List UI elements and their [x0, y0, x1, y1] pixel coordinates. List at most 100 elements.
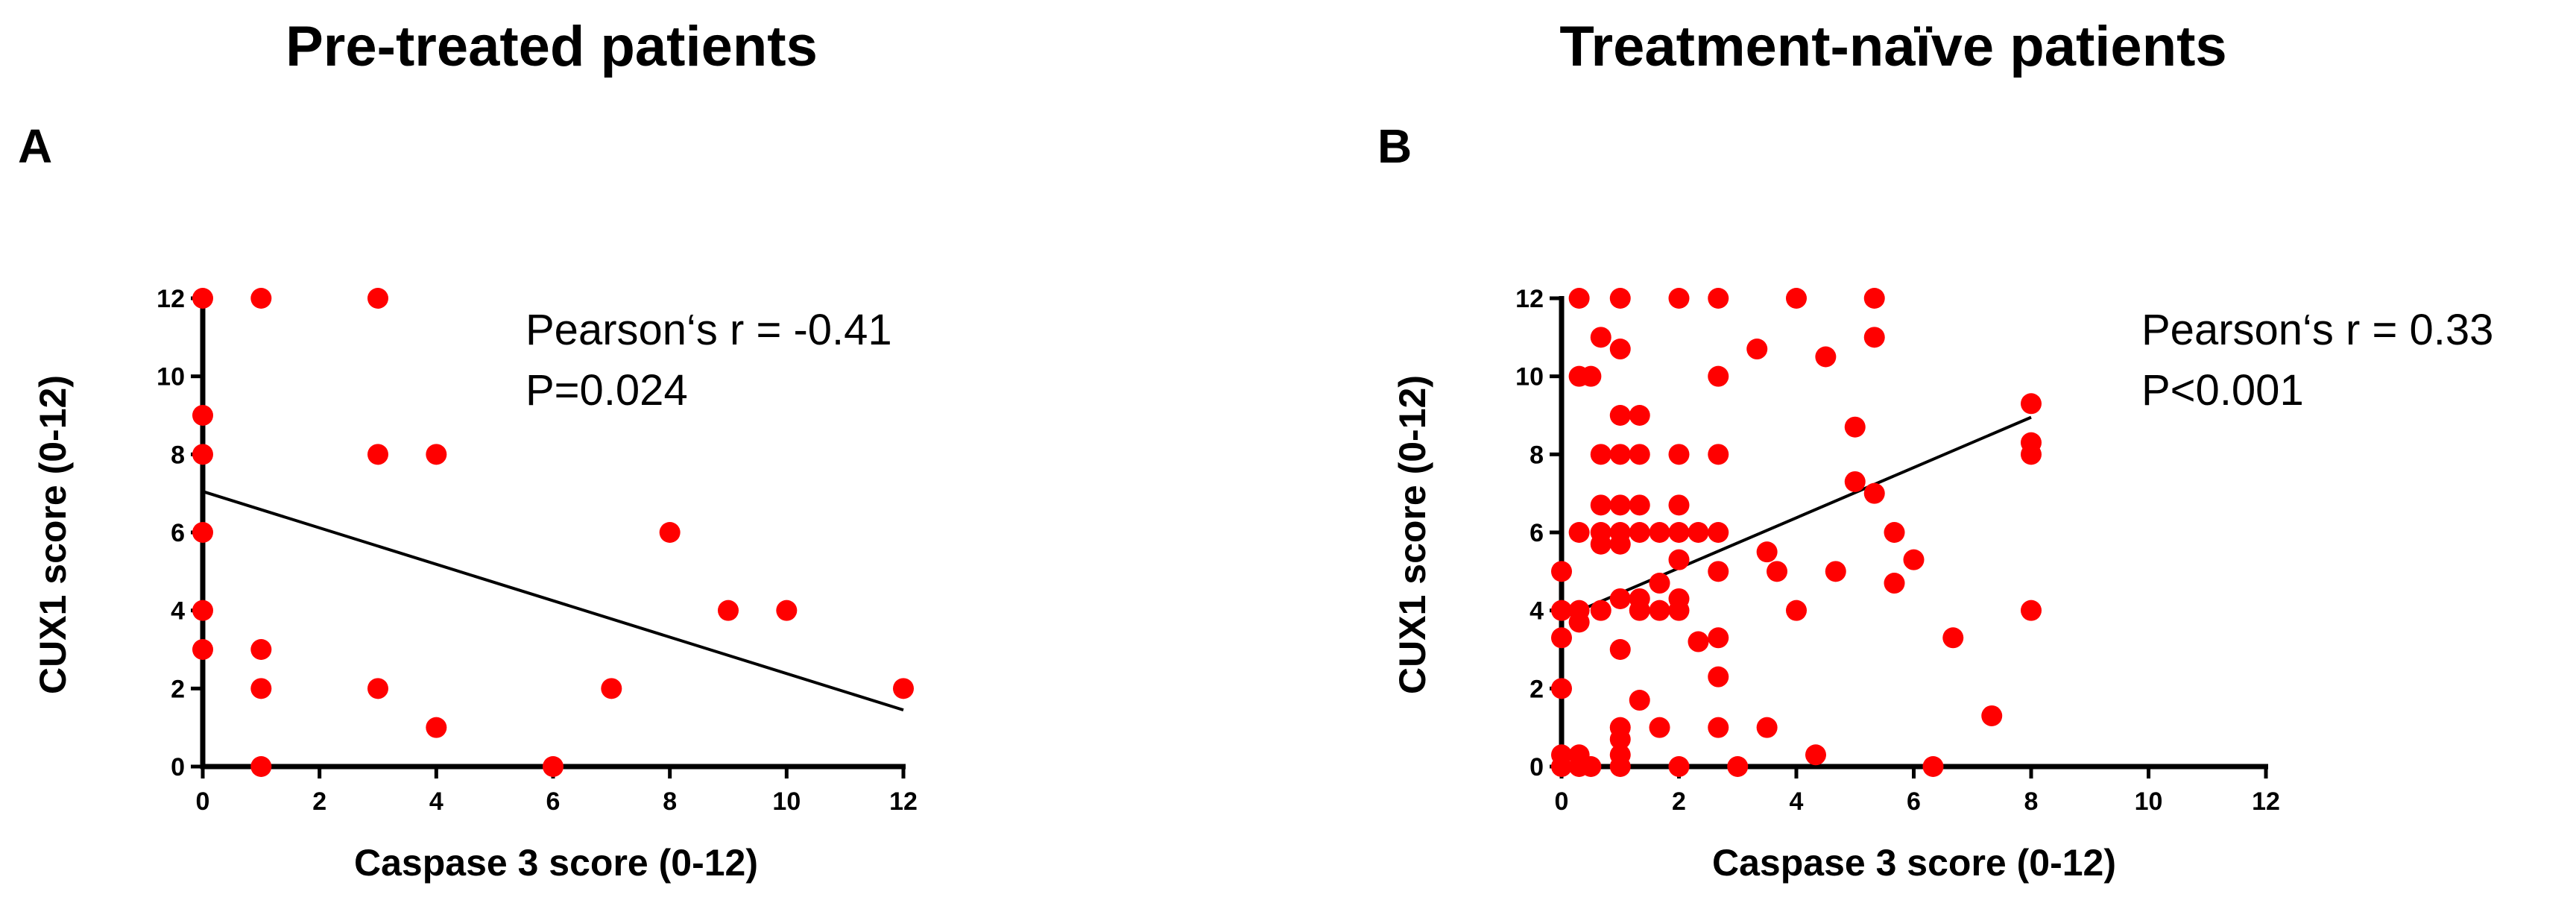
panel-b-data-point: [1668, 600, 1690, 621]
panel-b-data-point: [1551, 678, 1572, 699]
panel-b-title: Treatment-naïve patients: [1559, 15, 2226, 78]
panel-b-data-point: [1903, 549, 1925, 570]
panel-b-data-point: [1688, 522, 1709, 543]
panel-b-data-point: [1981, 705, 2003, 726]
panel-b-x-tick-label: 10: [2135, 787, 2163, 816]
panel-a-y-tick-label: 10: [157, 363, 185, 391]
panel-b-data-point: [1609, 533, 1631, 555]
panel-b-data-point: [1767, 561, 1788, 582]
panel-b-data-point: [2021, 444, 2042, 465]
panel-b-data-point: [1863, 288, 1885, 309]
panel-b-data-point: [1922, 756, 1944, 777]
panel-b-annotation-r: Pearson‘s r = 0.33: [2141, 306, 2493, 354]
panel-b-data-point: [1609, 588, 1631, 609]
panel-b-data-point: [1708, 561, 1729, 582]
panel-b-data-point: [1629, 690, 1650, 711]
panel-a-data-point: [192, 405, 213, 426]
panel-a-x-tick-label: 2: [312, 787, 326, 816]
panel-a-y-tick-label: 6: [171, 519, 185, 547]
panel-a-x-tick-label: 10: [772, 787, 801, 816]
panel-b-data-point: [2021, 600, 2042, 621]
panel-b-data-point: [1551, 627, 1572, 649]
panel-a-data-point: [367, 678, 388, 699]
panel-b-data-point: [1708, 365, 1729, 387]
panel-b-data-point: [1708, 522, 1729, 543]
panel-b-data-point: [1727, 756, 1749, 777]
panel-b-data-point: [1590, 327, 1611, 348]
panel-a-data-point: [192, 522, 213, 543]
panel-b-annotation-p: P<0.001: [2141, 366, 2304, 415]
panel-a-x-tick-label: 12: [889, 787, 918, 816]
panel-a-data-point: [367, 288, 388, 309]
panel-a-data-point: [250, 288, 272, 309]
panel-a-data-point: [192, 444, 213, 465]
panel-b-data-point: [1649, 522, 1670, 543]
panel-b-data-point: [1609, 756, 1631, 777]
panel-b-data-point: [1688, 631, 1709, 652]
panel-b-x-tick-label: 4: [1790, 787, 1804, 816]
panel-b-y-tick-label: 12: [1515, 285, 1544, 313]
panel-b-data-point: [1609, 639, 1631, 660]
panel-b-data-point: [1580, 365, 1602, 387]
panel-b-y-tick-label: 8: [1530, 441, 1544, 469]
panel-b-data-point: [1609, 405, 1631, 426]
panel-b-data-point: [1580, 756, 1602, 777]
panel-a-data-point: [718, 600, 739, 621]
panel-a-data-point: [426, 444, 447, 465]
panel-b-data-point: [1649, 600, 1670, 621]
panel-b-data-point: [1884, 522, 1905, 543]
panel-b: Treatment-naïve patients B Pearson‘s r =…: [1377, 15, 2493, 884]
panel-b-y-tick-label: 0: [1530, 753, 1544, 781]
panel-a-x-tick-label: 8: [663, 787, 677, 816]
panel-a-x-axis-label: Caspase 3 score (0-12): [354, 842, 758, 884]
panel-b-data-point: [1649, 717, 1670, 738]
panel-b-data-point: [1805, 744, 1826, 766]
panel-b-data-point: [1590, 600, 1611, 621]
panel-b-x-tick-label: 0: [1555, 787, 1569, 816]
panel-b-data-point: [1708, 288, 1729, 309]
panel-a-regression-line: [202, 490, 904, 712]
panel-a-y-axis-label: CUX1 score (0-12): [32, 375, 74, 694]
panel-b-data-point: [1629, 522, 1650, 543]
panel-b-x-axis-label: Caspase 3 score (0-12): [1712, 842, 2116, 884]
panel-a-annotation-r: Pearson‘s r = -0.41: [525, 306, 892, 354]
panel-b-data-point: [1844, 416, 1866, 438]
panel-b-data-point: [1825, 561, 1846, 582]
panel-b-x-tick-label: 2: [1672, 787, 1686, 816]
panel-a-fit: [202, 490, 904, 712]
panel-b-data-point: [1863, 482, 1885, 504]
panel-a-annotation-p: P=0.024: [525, 366, 688, 415]
panel-a-data-point: [367, 444, 388, 465]
panel-b-data-point: [1884, 573, 1905, 594]
panel-b-data-point: [1756, 717, 1778, 738]
panel-a-y-tick-label: 12: [157, 285, 185, 313]
panel-b-data-point: [1668, 549, 1690, 570]
panel-b-data-point: [1708, 627, 1729, 649]
panel-b-data-point: [1609, 288, 1631, 309]
panel-a-data-point: [543, 756, 564, 777]
panel-b-data-point: [1609, 494, 1631, 516]
panel-b-data-point: [1590, 533, 1611, 555]
panel-a-letter: A: [18, 119, 52, 173]
panel-b-x-tick-label: 8: [2024, 787, 2039, 816]
panel-a-data-point: [250, 756, 272, 777]
panel-b-data-point: [1629, 405, 1650, 426]
panel-b-points: [1551, 288, 2042, 777]
panel-a-data-point: [893, 678, 914, 699]
panel-b-data-point: [1590, 494, 1611, 516]
panel-a-data-point: [192, 600, 213, 621]
panel-a-data-point: [250, 639, 272, 660]
panel-b-data-point: [1786, 288, 1807, 309]
panel-a-y-tick-label: 2: [171, 675, 185, 703]
panel-a-data-point: [601, 678, 622, 699]
panel-b-data-point: [1668, 522, 1690, 543]
panel-b-y-tick-label: 4: [1530, 597, 1544, 626]
panel-b-data-point: [1551, 561, 1572, 582]
panel-b-y-tick-label: 2: [1530, 675, 1544, 703]
panel-b-data-point: [1668, 288, 1690, 309]
panel-b-data-point: [1844, 471, 1866, 492]
panel-b-data-point: [1551, 600, 1572, 621]
panel-a-data-point: [659, 522, 681, 543]
panel-a-x-tick-label: 4: [429, 787, 443, 816]
